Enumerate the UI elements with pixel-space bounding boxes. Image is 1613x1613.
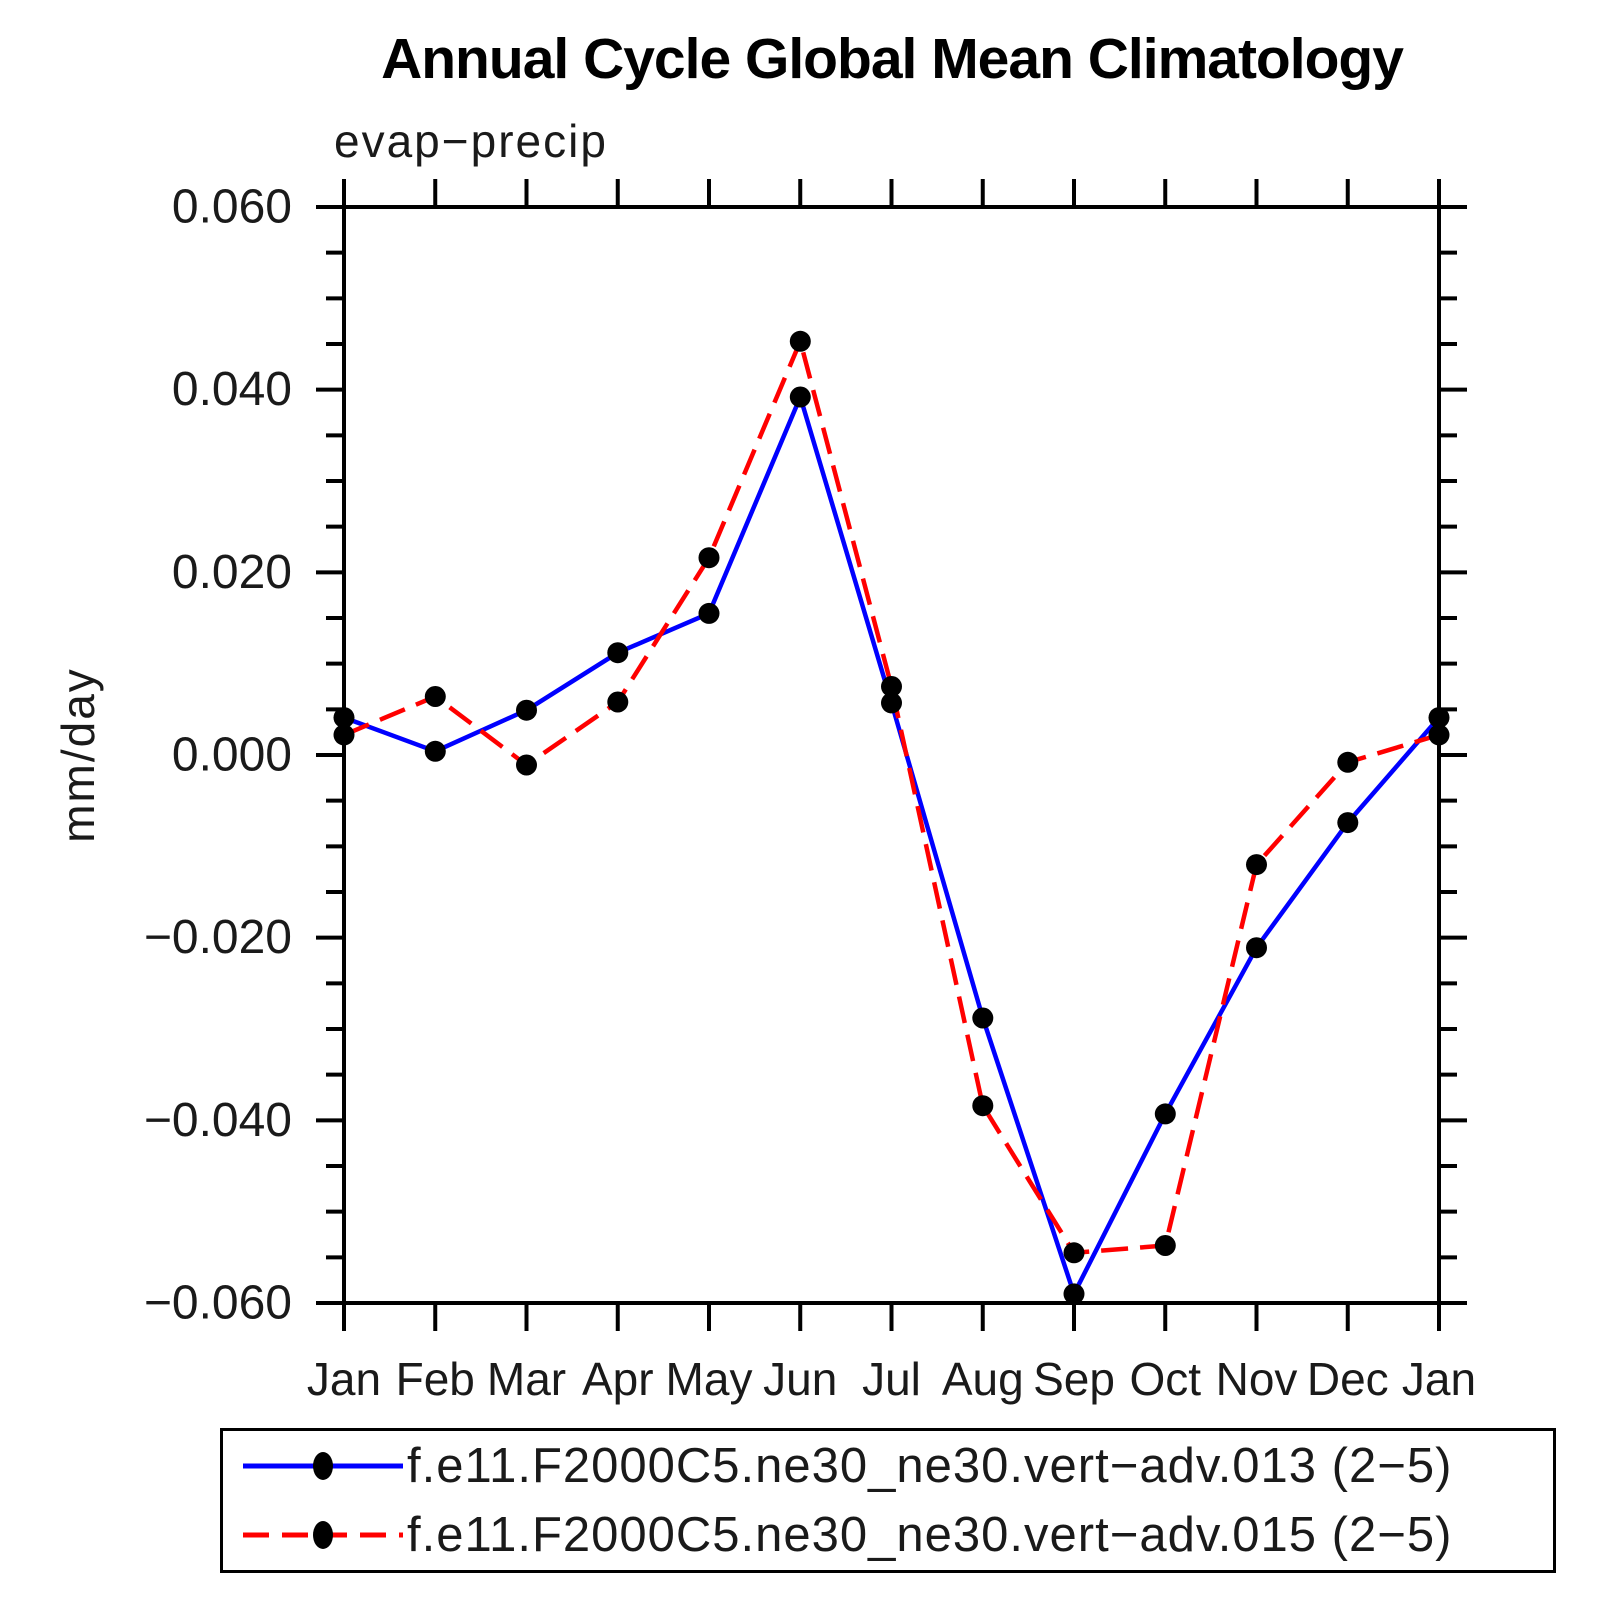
data-point-marker	[881, 676, 902, 697]
legend-label-series-013: f.e11.F2000C5.ne30_ne30.vert−adv.013 (2−…	[407, 1438, 1453, 1493]
data-point-marker	[607, 691, 629, 713]
data-point-marker	[333, 724, 355, 746]
data-point-marker	[881, 692, 902, 714]
x-tick-label: Nov	[1216, 1353, 1298, 1405]
data-point-marker	[1428, 724, 1450, 746]
data-point-marker	[1337, 812, 1359, 834]
x-axis-ticks: Jan Feb Mar Apr May Jun Jul Aug Sep Oct Nov Dec Jan	[307, 179, 1476, 1405]
y-tick-label: 0.040	[172, 363, 292, 416]
legend-key-dashed-red	[243, 1521, 403, 1550]
x-tick-label: Mar	[487, 1353, 566, 1405]
y-tick-label: 0.060	[172, 181, 292, 234]
x-tick-label: Jan	[1402, 1353, 1476, 1405]
x-tick-label: Dec	[1307, 1353, 1389, 1405]
legend: f.e11.F2000C5.ne30_ne30.vert−adv.013 (2−…	[220, 1428, 1556, 1573]
x-tick-label: Jul	[862, 1353, 921, 1405]
x-tick-label: Feb	[396, 1353, 475, 1405]
data-point-marker	[1428, 707, 1450, 729]
legend-marker-dot	[313, 1451, 333, 1480]
x-tick-label: Oct	[1129, 1353, 1201, 1405]
data-point-marker	[1063, 1283, 1085, 1305]
y-tick-label: 0.000	[172, 729, 292, 782]
data-point-marker	[333, 707, 355, 729]
chart-title: Annual Cycle Global Mean Climatology	[381, 27, 1404, 91]
data-point-marker	[972, 1095, 994, 1117]
x-tick-label: Aug	[942, 1353, 1024, 1405]
data-point-marker	[1337, 751, 1359, 773]
legend-key-solid-blue	[243, 1451, 403, 1480]
y-tick-label: −0.020	[144, 911, 292, 964]
chart-subtitle: evap−precip	[334, 115, 608, 167]
data-point-marker	[1063, 1242, 1085, 1264]
legend-row-series-013: f.e11.F2000C5.ne30_ne30.vert−adv.013 (2−…	[223, 1431, 1553, 1501]
series-line-1	[343, 339, 1440, 1256]
data-point-marker	[607, 642, 629, 664]
legend-row-series-015: f.e11.F2000C5.ne30_ne30.vert−adv.015 (2−…	[223, 1501, 1553, 1571]
series-markers-0	[333, 386, 1450, 1305]
y-axis-ticks: 0.060 0.040 0.020 0.000 −0.020 −0.040 −0.060	[144, 181, 1467, 1330]
data-point-marker	[789, 330, 811, 352]
legend-marker-dot	[313, 1521, 333, 1550]
data-point-marker	[516, 699, 537, 721]
legend-label-series-015: f.e11.F2000C5.ne30_ne30.vert−adv.015 (2−…	[407, 1508, 1453, 1563]
x-tick-label: Jan	[307, 1353, 381, 1405]
y-tick-label: −0.040	[144, 1094, 292, 1147]
data-point-marker	[1246, 854, 1267, 876]
data-point-marker	[1154, 1235, 1176, 1256]
series-markers-1	[333, 330, 1450, 1264]
data-point-marker	[789, 386, 811, 408]
data-point-marker	[1246, 937, 1267, 959]
x-tick-label: Sep	[1033, 1353, 1115, 1405]
data-point-marker	[424, 686, 446, 707]
x-tick-label: May	[666, 1353, 753, 1405]
data-point-marker	[698, 547, 720, 569]
y-tick-label: −0.060	[144, 1277, 292, 1330]
plot-frame	[342, 205, 1441, 1305]
data-point-marker	[972, 1007, 994, 1029]
y-tick-label: 0.020	[172, 546, 292, 599]
data-point-marker	[424, 740, 446, 762]
data-point-marker	[516, 754, 537, 776]
x-tick-label: Apr	[582, 1353, 654, 1405]
x-tick-label: Jun	[763, 1353, 837, 1405]
data-point-marker	[1154, 1103, 1176, 1125]
data-point-marker	[698, 602, 720, 624]
